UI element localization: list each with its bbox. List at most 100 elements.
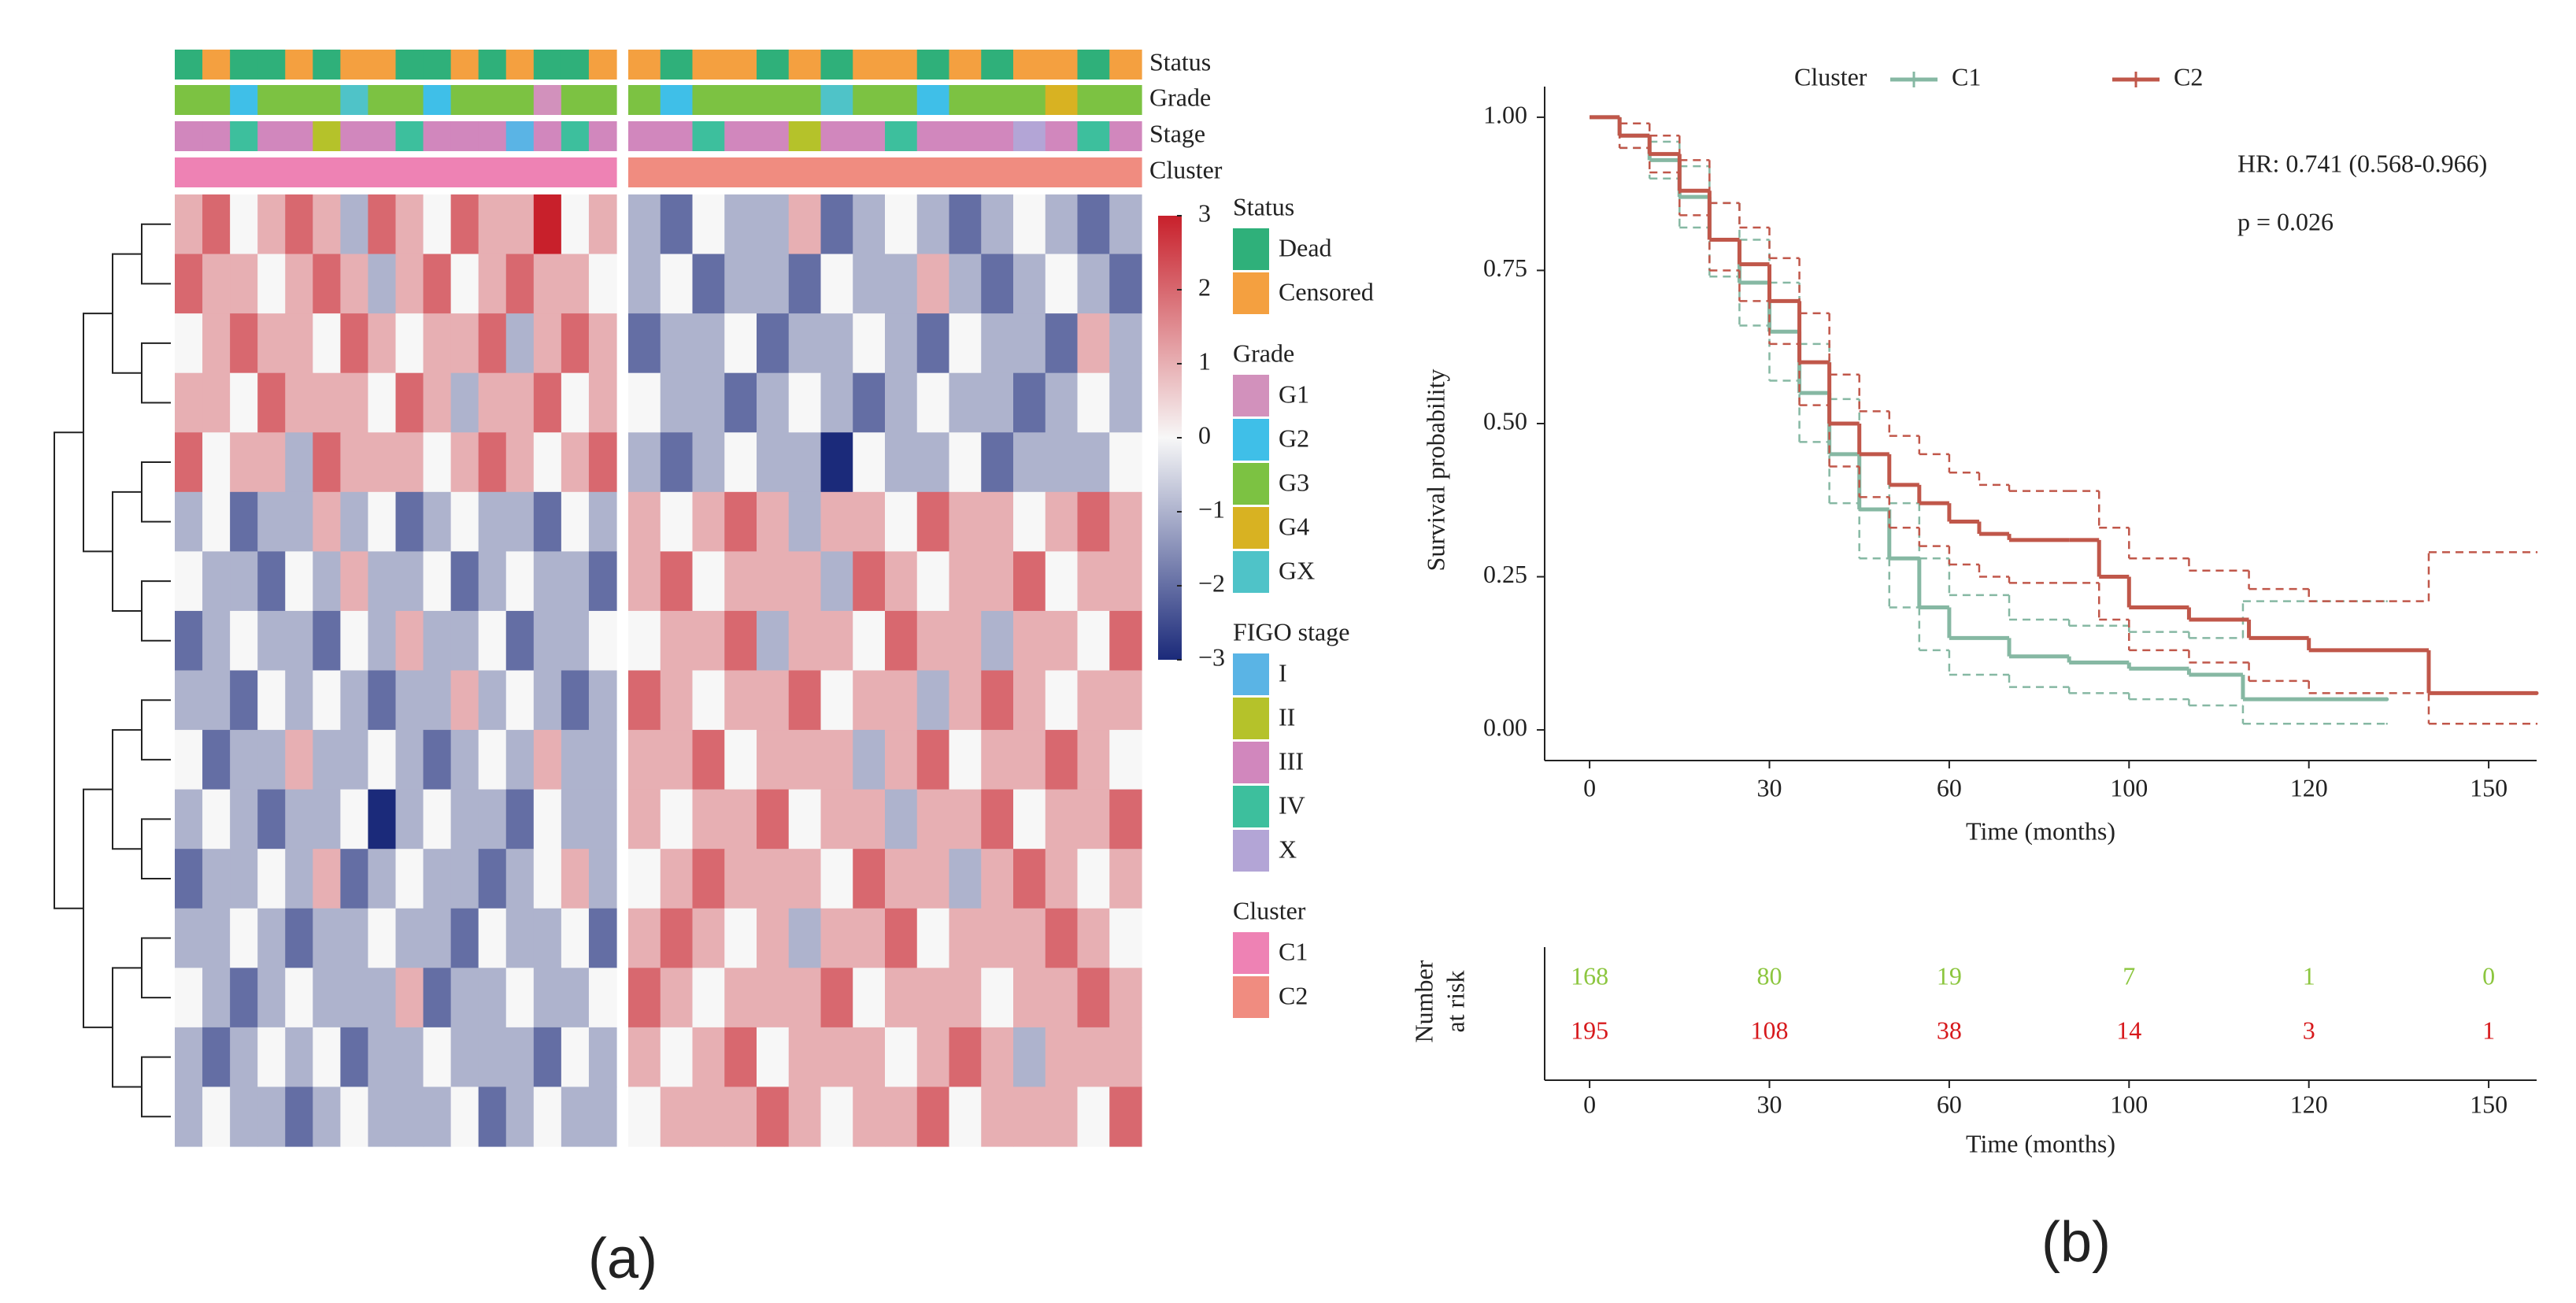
heatmap-cell <box>395 789 424 850</box>
legend-title: Status <box>1233 192 1294 220</box>
heatmap-cell <box>916 849 950 909</box>
heatmap-cell <box>1109 551 1142 612</box>
annotation-cell <box>395 50 424 80</box>
heatmap-cell <box>788 968 822 1028</box>
heatmap-cell <box>368 968 397 1028</box>
track-label: Cluster <box>1149 155 1223 183</box>
heatmap-cell <box>788 1086 822 1147</box>
heatmap-cell <box>368 789 397 850</box>
annotation-cell <box>561 50 590 80</box>
annotation-cell <box>423 50 452 80</box>
heatmap-cell <box>757 432 790 493</box>
panel-label: (b) <box>2041 1211 2111 1274</box>
annotation-cell <box>368 85 397 115</box>
heatmap-cell <box>423 849 452 909</box>
risk-count: 168 <box>1571 961 1608 990</box>
heatmap-cell <box>885 610 918 672</box>
heatmap-cell <box>313 670 341 731</box>
dendrogram-branch <box>141 223 171 285</box>
heatmap-cell <box>885 432 918 493</box>
annotation-cell <box>660 85 694 115</box>
heatmap-cell <box>820 313 853 374</box>
heatmap-cell <box>885 551 918 612</box>
heatmap-cell <box>916 1027 950 1088</box>
annotation-cell <box>505 85 535 115</box>
heatmap-cell <box>202 789 231 850</box>
heatmap-cell <box>340 1027 369 1088</box>
heatmap-cell <box>885 730 918 790</box>
dendrogram-branch <box>83 788 113 1028</box>
heatmap-cell <box>478 908 507 968</box>
heatmap-cell <box>1077 194 1110 255</box>
legend-label: C1 <box>1279 937 1308 965</box>
heatmap-cell <box>660 491 694 552</box>
heatmap-cell <box>505 908 535 968</box>
heatmap-cell <box>1045 1027 1079 1088</box>
heatmap-cell <box>916 789 950 850</box>
heatmap-cell <box>820 730 853 790</box>
heatmap-cell <box>230 254 258 314</box>
heatmap-cell <box>423 491 452 552</box>
heatmap-cell <box>788 730 822 790</box>
heatmap-cell <box>820 1027 853 1088</box>
heatmap-cell <box>1045 194 1079 255</box>
heatmap-cell <box>628 254 661 314</box>
heatmap-cell <box>949 254 982 314</box>
annotation-cell <box>285 121 313 151</box>
legend-label: Censored <box>1279 277 1374 305</box>
heatmap-cell <box>692 372 725 433</box>
heatmap-cell <box>1013 849 1046 909</box>
heatmap-cell <box>257 1027 286 1088</box>
heatmap-cell <box>368 432 397 493</box>
heatmap-cell <box>257 670 286 731</box>
annotation-cell <box>340 121 369 151</box>
heatmap-cell <box>853 491 886 552</box>
heatmap-cell <box>724 194 757 255</box>
risk-count: 108 <box>1750 1016 1788 1044</box>
annotation-cell <box>853 50 886 80</box>
heatmap-cell <box>1077 789 1110 850</box>
annotation-cell <box>628 85 661 115</box>
annotation-cell <box>230 157 258 187</box>
annotation-cell <box>885 121 918 151</box>
survival-end <box>2385 600 2388 602</box>
heatmap-cell <box>505 1027 535 1088</box>
legend-swatch <box>1233 419 1269 461</box>
annotation-cell <box>313 121 341 151</box>
heatmap-cell <box>853 789 886 850</box>
colorbar-tick-label: 1 <box>1198 346 1211 375</box>
heatmap-cell <box>395 551 424 612</box>
heatmap-cell <box>395 670 424 731</box>
heatmap-cell <box>202 730 231 790</box>
legend-swatch <box>1233 698 1269 739</box>
heatmap-cell <box>395 849 424 909</box>
heatmap-cell <box>724 670 757 731</box>
y-tick-label: 1.00 <box>1483 100 1527 128</box>
heatmap-cell <box>1013 730 1046 790</box>
annotation-cell <box>1013 157 1046 187</box>
annotation-cell <box>820 157 853 187</box>
heatmap-cell <box>505 313 535 374</box>
heatmap-cell <box>820 789 853 850</box>
heatmap-cell <box>450 372 479 433</box>
heatmap-cell <box>1077 491 1110 552</box>
heatmap-cell <box>202 1086 231 1147</box>
heatmap-cell <box>757 194 790 255</box>
heatmap-cell <box>423 1027 452 1088</box>
heatmap-cell <box>724 730 757 790</box>
risk-count: 1 <box>2482 1016 2495 1044</box>
x-tick-label: 100 <box>2110 1090 2148 1118</box>
heatmap-cell <box>257 1086 286 1147</box>
heatmap-cell <box>1013 610 1046 672</box>
heatmap-cell <box>423 1086 452 1147</box>
heatmap-cell <box>981 670 1014 731</box>
heatmap-cell <box>230 491 258 552</box>
heatmap-cell <box>885 908 918 968</box>
heatmap-cell <box>257 610 286 672</box>
annotation-cell <box>1013 50 1046 80</box>
heatmap-cell <box>628 908 661 968</box>
annotation-cell <box>340 50 369 80</box>
legend-swatch <box>1233 932 1269 974</box>
heatmap-cell <box>788 670 822 731</box>
colorbar-tick-label: −3 <box>1198 642 1225 671</box>
